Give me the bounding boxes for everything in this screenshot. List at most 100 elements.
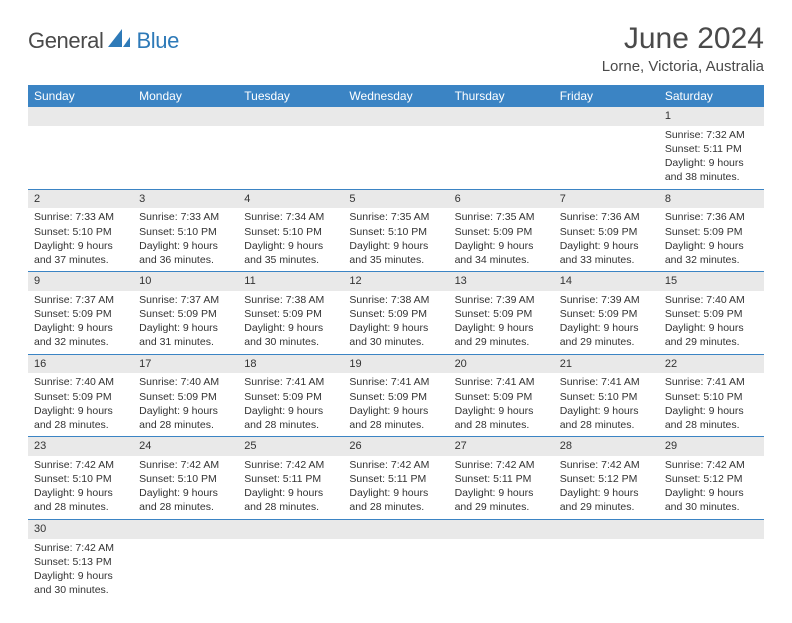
day-number-empty xyxy=(133,107,238,126)
calendar-cell: 12Sunrise: 7:38 AMSunset: 5:09 PMDayligh… xyxy=(343,272,448,355)
daylight-text: and 28 minutes. xyxy=(34,418,127,432)
calendar-cell: 16Sunrise: 7:40 AMSunset: 5:09 PMDayligh… xyxy=(28,354,133,437)
daylight-text: Daylight: 9 hours xyxy=(455,321,548,335)
sunrise-text: Sunrise: 7:41 AM xyxy=(244,375,337,389)
day-details: Sunrise: 7:33 AMSunset: 5:10 PMDaylight:… xyxy=(28,208,133,271)
day-number: 29 xyxy=(659,437,764,456)
sunset-text: Sunset: 5:09 PM xyxy=(34,390,127,404)
weekday-header-row: Sunday Monday Tuesday Wednesday Thursday… xyxy=(28,85,764,107)
calendar-cell: 20Sunrise: 7:41 AMSunset: 5:09 PMDayligh… xyxy=(449,354,554,437)
sunset-text: Sunset: 5:11 PM xyxy=(244,472,337,486)
daylight-text: and 28 minutes. xyxy=(244,418,337,432)
day-number: 10 xyxy=(133,272,238,291)
day-number-empty xyxy=(343,107,448,126)
weekday-header: Wednesday xyxy=(343,85,448,107)
day-number-empty xyxy=(554,107,659,126)
day-details: Sunrise: 7:39 AMSunset: 5:09 PMDaylight:… xyxy=(554,291,659,354)
sunset-text: Sunset: 5:12 PM xyxy=(665,472,758,486)
daylight-text: and 28 minutes. xyxy=(455,418,548,432)
sunset-text: Sunset: 5:11 PM xyxy=(455,472,548,486)
daylight-text: Daylight: 9 hours xyxy=(349,239,442,253)
sunrise-text: Sunrise: 7:38 AM xyxy=(349,293,442,307)
calendar-week-row: 16Sunrise: 7:40 AMSunset: 5:09 PMDayligh… xyxy=(28,354,764,437)
daylight-text: and 35 minutes. xyxy=(244,253,337,267)
daylight-text: Daylight: 9 hours xyxy=(560,486,653,500)
sunrise-text: Sunrise: 7:38 AM xyxy=(244,293,337,307)
calendar-cell: 5Sunrise: 7:35 AMSunset: 5:10 PMDaylight… xyxy=(343,189,448,272)
day-number: 11 xyxy=(238,272,343,291)
day-number: 22 xyxy=(659,355,764,374)
calendar-cell: 9Sunrise: 7:37 AMSunset: 5:09 PMDaylight… xyxy=(28,272,133,355)
sunrise-text: Sunrise: 7:36 AM xyxy=(560,210,653,224)
weekday-header: Thursday xyxy=(449,85,554,107)
calendar-cell: 3Sunrise: 7:33 AMSunset: 5:10 PMDaylight… xyxy=(133,189,238,272)
sunset-text: Sunset: 5:10 PM xyxy=(349,225,442,239)
calendar-cell: 27Sunrise: 7:42 AMSunset: 5:11 PMDayligh… xyxy=(449,437,554,520)
daylight-text: Daylight: 9 hours xyxy=(139,404,232,418)
day-number-empty xyxy=(28,107,133,126)
day-details: Sunrise: 7:37 AMSunset: 5:09 PMDaylight:… xyxy=(28,291,133,354)
calendar-cell xyxy=(449,107,554,189)
day-details: Sunrise: 7:41 AMSunset: 5:09 PMDaylight:… xyxy=(238,373,343,436)
day-details: Sunrise: 7:41 AMSunset: 5:10 PMDaylight:… xyxy=(659,373,764,436)
daylight-text: and 32 minutes. xyxy=(665,253,758,267)
calendar-cell xyxy=(238,519,343,601)
day-details: Sunrise: 7:42 AMSunset: 5:11 PMDaylight:… xyxy=(238,456,343,519)
day-details: Sunrise: 7:35 AMSunset: 5:09 PMDaylight:… xyxy=(449,208,554,271)
day-details: Sunrise: 7:40 AMSunset: 5:09 PMDaylight:… xyxy=(659,291,764,354)
sunset-text: Sunset: 5:09 PM xyxy=(139,307,232,321)
daylight-text: and 30 minutes. xyxy=(349,335,442,349)
daylight-text: Daylight: 9 hours xyxy=(665,486,758,500)
daylight-text: Daylight: 9 hours xyxy=(455,404,548,418)
day-details: Sunrise: 7:42 AMSunset: 5:12 PMDaylight:… xyxy=(554,456,659,519)
day-number-empty xyxy=(659,520,764,539)
daylight-text: and 30 minutes. xyxy=(34,583,127,597)
sunset-text: Sunset: 5:11 PM xyxy=(349,472,442,486)
day-details: Sunrise: 7:41 AMSunset: 5:09 PMDaylight:… xyxy=(449,373,554,436)
weekday-header: Tuesday xyxy=(238,85,343,107)
calendar-cell: 23Sunrise: 7:42 AMSunset: 5:10 PMDayligh… xyxy=(28,437,133,520)
day-details: Sunrise: 7:34 AMSunset: 5:10 PMDaylight:… xyxy=(238,208,343,271)
daylight-text: and 33 minutes. xyxy=(560,253,653,267)
day-number: 9 xyxy=(28,272,133,291)
sunset-text: Sunset: 5:09 PM xyxy=(665,225,758,239)
day-details: Sunrise: 7:38 AMSunset: 5:09 PMDaylight:… xyxy=(343,291,448,354)
sunrise-text: Sunrise: 7:36 AM xyxy=(665,210,758,224)
daylight-text: and 28 minutes. xyxy=(244,500,337,514)
day-details: Sunrise: 7:36 AMSunset: 5:09 PMDaylight:… xyxy=(659,208,764,271)
calendar-table: Sunday Monday Tuesday Wednesday Thursday… xyxy=(28,85,764,601)
sunset-text: Sunset: 5:09 PM xyxy=(455,225,548,239)
daylight-text: Daylight: 9 hours xyxy=(349,486,442,500)
sunrise-text: Sunrise: 7:39 AM xyxy=(455,293,548,307)
sunrise-text: Sunrise: 7:35 AM xyxy=(455,210,548,224)
day-details: Sunrise: 7:41 AMSunset: 5:09 PMDaylight:… xyxy=(343,373,448,436)
daylight-text: Daylight: 9 hours xyxy=(34,239,127,253)
sunrise-text: Sunrise: 7:33 AM xyxy=(34,210,127,224)
daylight-text: and 29 minutes. xyxy=(665,335,758,349)
day-details: Sunrise: 7:42 AMSunset: 5:11 PMDaylight:… xyxy=(449,456,554,519)
calendar-cell: 2Sunrise: 7:33 AMSunset: 5:10 PMDaylight… xyxy=(28,189,133,272)
daylight-text: Daylight: 9 hours xyxy=(139,239,232,253)
daylight-text: Daylight: 9 hours xyxy=(244,486,337,500)
day-number: 2 xyxy=(28,190,133,209)
sunrise-text: Sunrise: 7:42 AM xyxy=(455,458,548,472)
sunset-text: Sunset: 5:10 PM xyxy=(34,472,127,486)
calendar-cell xyxy=(238,107,343,189)
daylight-text: Daylight: 9 hours xyxy=(349,404,442,418)
sunrise-text: Sunrise: 7:41 AM xyxy=(349,375,442,389)
day-details: Sunrise: 7:37 AMSunset: 5:09 PMDaylight:… xyxy=(133,291,238,354)
day-details: Sunrise: 7:41 AMSunset: 5:10 PMDaylight:… xyxy=(554,373,659,436)
day-number-empty xyxy=(133,520,238,539)
day-number: 26 xyxy=(343,437,448,456)
daylight-text: and 30 minutes. xyxy=(244,335,337,349)
header: General Blue June 2024 Lorne, Victoria, … xyxy=(28,22,764,75)
daylight-text: Daylight: 9 hours xyxy=(34,404,127,418)
calendar-cell: 30Sunrise: 7:42 AMSunset: 5:13 PMDayligh… xyxy=(28,519,133,601)
calendar-cell: 26Sunrise: 7:42 AMSunset: 5:11 PMDayligh… xyxy=(343,437,448,520)
daylight-text: and 28 minutes. xyxy=(139,500,232,514)
calendar-cell: 29Sunrise: 7:42 AMSunset: 5:12 PMDayligh… xyxy=(659,437,764,520)
sunrise-text: Sunrise: 7:42 AM xyxy=(244,458,337,472)
header-right: June 2024 Lorne, Victoria, Australia xyxy=(602,22,764,75)
daylight-text: Daylight: 9 hours xyxy=(560,404,653,418)
weekday-header: Monday xyxy=(133,85,238,107)
